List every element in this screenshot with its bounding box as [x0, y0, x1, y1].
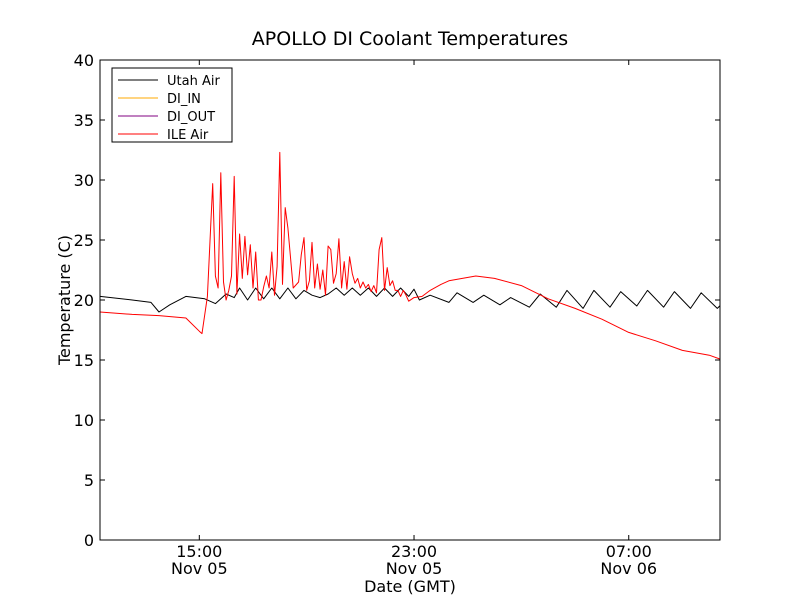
legend-label-di-in: DI_IN: [167, 92, 201, 107]
y-tick-label: 25: [74, 231, 94, 250]
plot-lines: [100, 151, 720, 360]
legend: Utah Air DI_IN DI_OUT ILE Air: [111, 67, 233, 143]
x-tick-time-label: 15:00: [176, 542, 222, 561]
y-tick-label: 20: [74, 291, 94, 310]
x-tick-date-label: Nov 05: [171, 559, 228, 578]
series-line-utah-air: [100, 287, 720, 313]
x-axis-label: Date (GMT): [364, 577, 456, 596]
series-line-ile-air: [100, 151, 720, 360]
legend-label-di-out: DI_OUT: [167, 110, 215, 125]
y-tick-label: 40: [74, 51, 94, 70]
x-tick-date-label: Nov 05: [386, 559, 443, 578]
y-tick-label: 35: [74, 111, 94, 130]
chart-title: APOLLO DI Coolant Temperatures: [252, 28, 568, 50]
y-tick-label: 5: [84, 471, 94, 490]
y-tick-label: 30: [74, 171, 94, 190]
y-axis: 0 5 10 15 20 25 30 35 40: [74, 51, 720, 550]
y-tick-label: 0: [84, 531, 94, 550]
y-tick-label: 10: [74, 411, 94, 430]
x-tick-date-label: Nov 06: [600, 559, 657, 578]
x-tick-time-label: 07:00: [606, 542, 652, 561]
x-tick-time-label: 23:00: [391, 542, 437, 561]
legend-label-utah-air: Utah Air: [167, 74, 220, 89]
y-axis-label: Temperature (C): [55, 235, 74, 366]
y-tick-label: 15: [74, 351, 94, 370]
legend-label-ile-air: ILE Air: [167, 128, 209, 143]
